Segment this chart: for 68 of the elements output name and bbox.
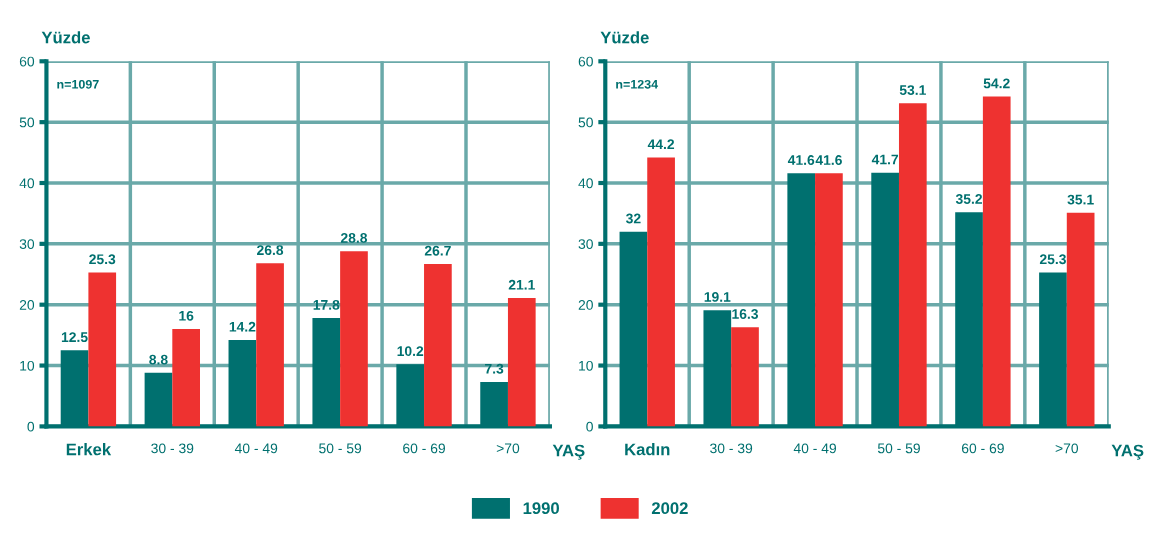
- y-tick-label: 0: [586, 421, 593, 432]
- annotation: n=1097: [57, 79, 99, 89]
- x-tick-label: Kadın: [625, 443, 670, 456]
- data-label: 21.1: [508, 279, 535, 290]
- bar: [88, 272, 117, 427]
- data-label: 44.2: [647, 139, 675, 149]
- data-label: 35.2: [955, 194, 982, 204]
- bar: [982, 96, 1011, 427]
- bar: [507, 298, 536, 427]
- y-tick-label: 0: [27, 421, 35, 432]
- data-label: 41.6: [787, 155, 815, 165]
- bar: [340, 251, 368, 427]
- data-label: 25.3: [1039, 254, 1066, 265]
- data-label: 26.7: [424, 245, 451, 256]
- data-label: 12.5: [61, 332, 88, 343]
- data-label: 26.8: [257, 245, 284, 256]
- data-label: 14.2: [229, 321, 256, 332]
- bar: [424, 263, 452, 427]
- y-tick-label: 10: [20, 360, 35, 371]
- data-label: 25.3: [89, 254, 116, 265]
- bar: [647, 157, 675, 427]
- x-tick-label: 30 - 39: [710, 443, 753, 454]
- data-label: 19.1: [704, 292, 731, 302]
- y-tick-label: 20: [578, 300, 593, 310]
- bar: [1066, 212, 1095, 427]
- x-axis-title: YAŞ: [1111, 444, 1144, 460]
- x-tick-label: >70: [496, 443, 520, 454]
- y-axis-title: Yüzde: [600, 31, 649, 44]
- data-label: 8.8: [149, 354, 168, 365]
- bar: [898, 103, 927, 427]
- y-tick-label: 50: [578, 117, 593, 128]
- x-tick-label: 50 - 59: [877, 443, 920, 454]
- bar: [815, 173, 843, 427]
- data-label: 53.1: [899, 85, 926, 95]
- y-tick-label: 60: [19, 56, 35, 67]
- y-tick-label: 30: [578, 239, 593, 250]
- annotation: n=1234: [616, 79, 659, 89]
- x-tick-label: >70: [1055, 443, 1079, 454]
- y-tick-label: 10: [579, 360, 593, 371]
- bar: [731, 327, 759, 427]
- data-label: 41.6: [815, 155, 842, 165]
- y-tick-label: 20: [19, 300, 35, 310]
- y-tick-label: 50: [19, 117, 35, 128]
- y-tick-label: 30: [19, 239, 35, 250]
- x-tick-label: Erkek: [66, 443, 112, 456]
- data-label: 16: [179, 310, 194, 321]
- data-label: 16.3: [732, 309, 759, 319]
- bar: [172, 329, 200, 427]
- legend-label: 2002: [651, 502, 688, 515]
- data-label: 35.1: [1067, 194, 1094, 205]
- x-tick-label: 30 - 39: [151, 443, 194, 454]
- data-label: 32: [625, 213, 641, 224]
- data-label: 54.2: [983, 78, 1010, 89]
- legend-label: 1990: [523, 502, 559, 515]
- data-label: 28.8: [340, 233, 368, 243]
- y-tick-label: 60: [578, 56, 593, 67]
- data-label: 41.7: [871, 154, 899, 165]
- x-tick-label: 50 - 59: [319, 443, 362, 454]
- x-tick-label: 40 - 49: [793, 443, 837, 454]
- x-tick-label: 60 - 69: [403, 443, 445, 454]
- y-tick-label: 40: [19, 178, 35, 189]
- y-tick-label: 40: [578, 178, 593, 189]
- x-tick-label: 60 - 69: [961, 443, 1004, 454]
- data-label: 10.2: [397, 346, 424, 357]
- y-axis-title: Yüzde: [41, 31, 90, 44]
- bar: [256, 263, 284, 427]
- x-tick-label: 40 - 49: [234, 443, 278, 454]
- x-axis-title: YAŞ: [552, 444, 585, 460]
